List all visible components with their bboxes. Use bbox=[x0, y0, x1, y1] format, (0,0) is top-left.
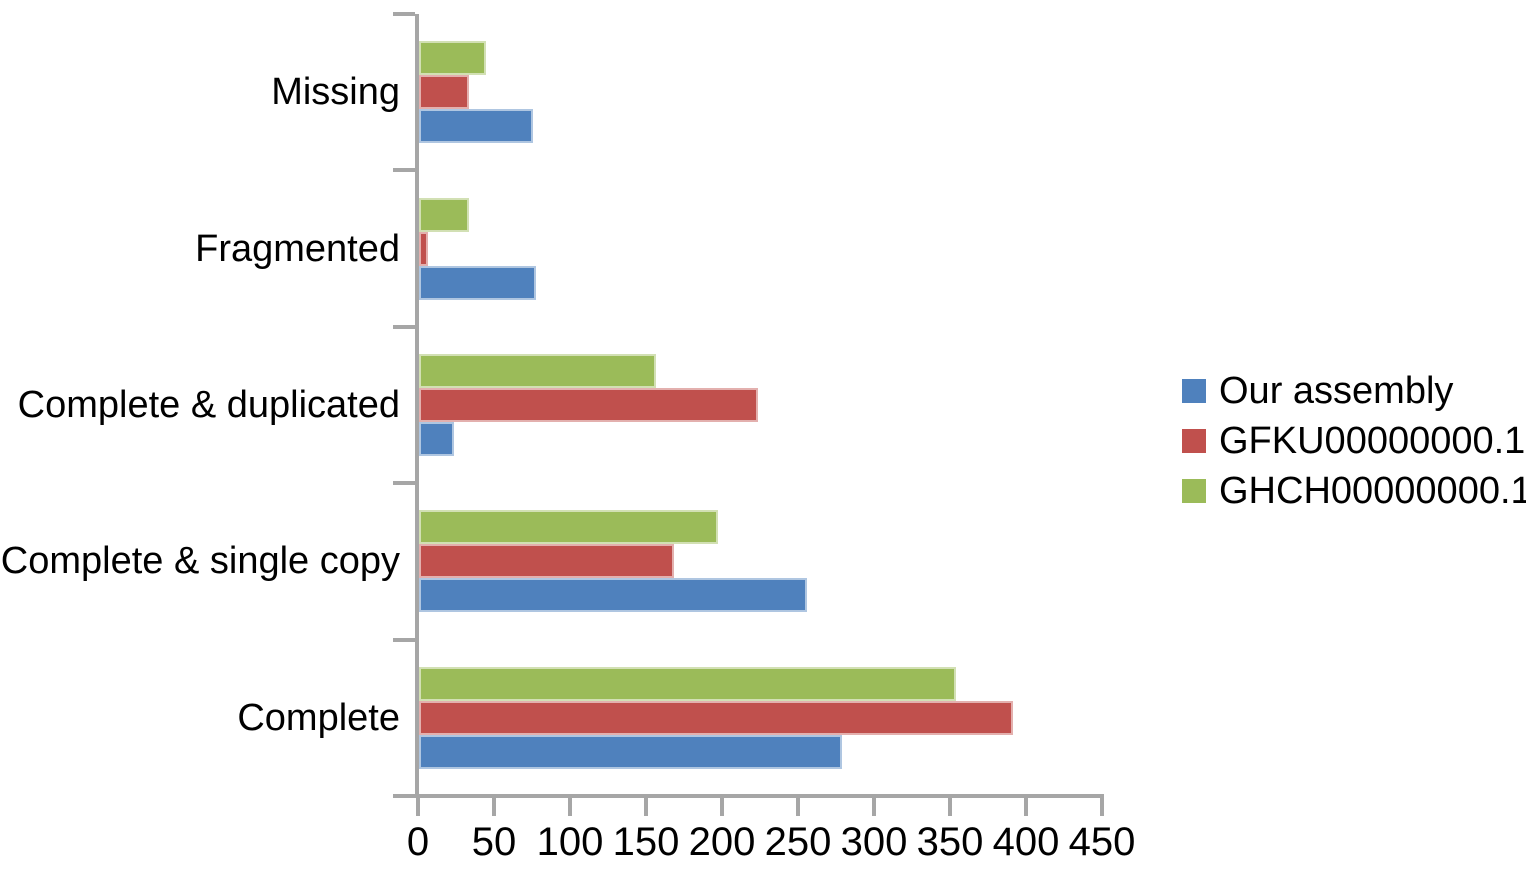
legend-swatch-red bbox=[1182, 429, 1206, 453]
category-label: Fragmented bbox=[195, 227, 400, 270]
x-tick bbox=[948, 796, 952, 816]
bar-ghch00000000-1 bbox=[419, 41, 486, 76]
bar-group-missing bbox=[419, 14, 1103, 170]
bar-ghch00000000-1 bbox=[419, 666, 956, 701]
bar-ghch00000000-1 bbox=[419, 353, 656, 388]
bar-our-assembly bbox=[419, 578, 807, 613]
y-tick bbox=[393, 637, 415, 642]
x-tick-label: 200 bbox=[688, 820, 756, 864]
x-tick bbox=[1024, 796, 1028, 816]
x-tick bbox=[1100, 796, 1104, 816]
x-tick-label: 50 bbox=[471, 820, 517, 864]
x-tick-label: 350 bbox=[916, 820, 984, 864]
bar-gfku00000000-1 bbox=[419, 75, 469, 110]
x-tick bbox=[796, 796, 800, 816]
bar-our-assembly bbox=[419, 421, 454, 456]
legend-swatch-blue bbox=[1182, 379, 1206, 403]
legend-label: Our assembly bbox=[1219, 370, 1454, 412]
bar-gfku00000000-1 bbox=[419, 544, 674, 579]
x-axis-line bbox=[393, 794, 1104, 798]
y-tick bbox=[393, 12, 415, 16]
x-tick-label: 250 bbox=[764, 820, 832, 864]
bar-our-assembly bbox=[419, 265, 536, 300]
bar-group-fragmented bbox=[419, 170, 1103, 326]
legend-label: GFKU00000000.1 bbox=[1219, 420, 1526, 462]
bar-ghch00000000-1 bbox=[419, 197, 469, 232]
y-axis-line bbox=[415, 14, 419, 796]
category-label: Missing bbox=[271, 71, 400, 114]
y-tick bbox=[393, 481, 415, 486]
x-tick bbox=[720, 796, 724, 816]
x-tick-label: 450 bbox=[1068, 820, 1136, 864]
y-tick bbox=[393, 168, 415, 173]
x-tick bbox=[644, 796, 648, 816]
legend-label: GHCH00000000.1 bbox=[1219, 470, 1526, 512]
legend: Our assembly GFKU00000000.1 GHCH00000000… bbox=[1182, 366, 1526, 516]
x-tick-label: 150 bbox=[612, 820, 680, 864]
bar-group-complete-single-copy bbox=[419, 483, 1103, 639]
category-label: Complete & single copy bbox=[0, 540, 400, 583]
x-tick-label: 0 bbox=[406, 820, 430, 864]
category-label: Complete bbox=[237, 696, 400, 739]
legend-item-ghch: GHCH00000000.1 bbox=[1182, 466, 1526, 516]
bar-gfku00000000-1 bbox=[419, 231, 428, 266]
category-label: Complete & duplicated bbox=[17, 384, 400, 426]
x-tick-label: 100 bbox=[536, 820, 604, 864]
x-tick bbox=[872, 796, 876, 816]
bar-group-complete bbox=[419, 640, 1103, 796]
bar-ghch00000000-1 bbox=[419, 510, 718, 545]
bar-gfku00000000-1 bbox=[419, 700, 1013, 735]
x-tick-label: 300 bbox=[840, 820, 908, 864]
bar-our-assembly bbox=[419, 109, 533, 144]
x-tick-label: 400 bbox=[992, 820, 1060, 864]
bar-gfku00000000-1 bbox=[419, 387, 758, 422]
x-tick bbox=[492, 796, 496, 816]
legend-item-gfku: GFKU00000000.1 bbox=[1182, 416, 1526, 466]
y-tick bbox=[393, 324, 415, 329]
x-tick bbox=[416, 796, 420, 816]
legend-item-our-assembly: Our assembly bbox=[1182, 366, 1526, 416]
bar-our-assembly bbox=[419, 734, 842, 769]
x-tick bbox=[568, 796, 572, 816]
bar-group-complete-duplicated bbox=[419, 327, 1103, 483]
legend-swatch-green bbox=[1182, 479, 1206, 503]
